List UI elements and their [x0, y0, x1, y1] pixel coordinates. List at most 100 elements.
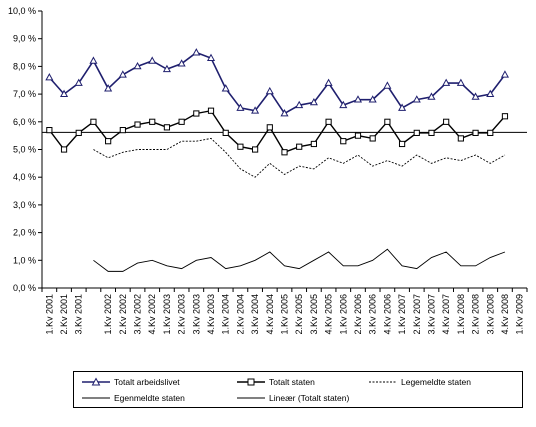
- data-point-totalt-arbeidslivet: [412, 95, 421, 103]
- legend-marker-dashed: [369, 381, 397, 383]
- x-tick-label: 2.Kv 2001: [59, 294, 69, 335]
- data-point-totalt-arbeidslivet: [104, 84, 113, 92]
- data-point-totalt-arbeidslivet: [456, 78, 465, 86]
- data-point-totalt-arbeidslivet: [148, 56, 157, 64]
- data-point-totalt-arbeidslivet: [427, 92, 436, 100]
- data-point-totalt-staten: [178, 118, 185, 125]
- y-tick-label: 8,0 %: [13, 61, 36, 71]
- data-point-totalt-staten: [310, 140, 317, 148]
- data-point-totalt-arbeidslivet: [192, 48, 201, 56]
- legend-item-egenmeldte-staten: Egenmeldte staten: [82, 391, 185, 405]
- data-point-totalt-staten: [252, 146, 259, 153]
- data-point-totalt-staten: [340, 138, 347, 145]
- data-point-totalt-arbeidslivet: [442, 78, 451, 86]
- data-point-totalt-staten: [398, 140, 406, 148]
- x-tick-label: 4.Kv 2005: [324, 294, 334, 335]
- data-point-totalt-staten: [149, 118, 156, 125]
- data-point-totalt-arbeidslivet: [74, 78, 83, 86]
- series-line-totalt-arbeidslivet: [48, 51, 506, 115]
- legend-label: Totalt arbeidslivet: [114, 377, 180, 387]
- data-point-totalt-arbeidslivet: [309, 97, 318, 106]
- data-point-totalt-arbeidslivet: [221, 84, 230, 92]
- y-tick-label: 4,0 %: [13, 172, 36, 182]
- x-tick-label: 1.Kv 2003: [162, 294, 172, 335]
- series-line-totalt-staten: [48, 109, 506, 154]
- data-point-totalt-arbeidslivet: [177, 59, 186, 67]
- data-point-totalt-staten: [501, 113, 509, 120]
- x-tick-label: 3.Kv 2002: [133, 294, 143, 335]
- legend-item-totalt-staten: Totalt staten: [237, 375, 315, 389]
- x-tick-label: 2.Kv 2007: [412, 294, 422, 335]
- data-point-totalt-arbeidslivet: [251, 106, 260, 114]
- data-point-totalt-arbeidslivet: [265, 86, 274, 95]
- y-tick-label: 2,0 %: [13, 228, 36, 238]
- data-point-totalt-arbeidslivet: [162, 64, 171, 73]
- legend-marker-square: [237, 378, 265, 386]
- y-tick-label: 7,0 %: [13, 89, 36, 99]
- y-tick-label: 5,0 %: [13, 145, 36, 155]
- data-point-totalt-staten: [354, 132, 362, 139]
- x-tick-label: 1.Kv 2009: [515, 294, 525, 335]
- legend-item-totalt-arbeidslivet: Totalt arbeidslivet: [82, 375, 180, 389]
- x-tick-label: 1.Kv 2005: [280, 294, 290, 335]
- x-tick-label: 4.Kv 2002: [147, 294, 157, 335]
- x-tick-label: 2.Kv 2002: [118, 294, 128, 335]
- data-point-totalt-arbeidslivet: [59, 89, 69, 97]
- data-point-totalt-arbeidslivet: [206, 53, 216, 61]
- y-tick-label: 1,0 %: [13, 255, 36, 265]
- legend-item-legemeldte-staten: Legemeldte staten: [369, 375, 471, 389]
- data-point-totalt-staten: [457, 135, 464, 142]
- data-point-totalt-staten: [472, 129, 479, 136]
- series-line-legemeldte-staten: [93, 137, 506, 178]
- data-point-totalt-staten: [296, 143, 303, 150]
- x-tick-label: 3.Kv 2007: [426, 294, 436, 335]
- data-point-totalt-staten: [487, 129, 494, 136]
- data-point-totalt-staten: [369, 135, 376, 142]
- data-point-totalt-arbeidslivet: [398, 103, 407, 111]
- legend-label: Egenmeldte staten: [114, 393, 185, 403]
- data-point-totalt-staten: [193, 110, 200, 117]
- legend-label: Lineær (Totalt staten): [269, 393, 350, 403]
- x-tick-label: 2.Kv 2004: [235, 294, 245, 335]
- legend-marker-trend: [237, 397, 265, 399]
- data-point-totalt-arbeidslivet: [45, 73, 54, 81]
- x-tick-label: 3.Kv 2006: [368, 294, 378, 335]
- data-point-totalt-staten: [413, 129, 420, 136]
- x-tick-label: 2.Kv 2008: [471, 294, 481, 335]
- x-tick-label: 2.Kv 2005: [294, 294, 304, 335]
- data-point-totalt-staten: [60, 146, 68, 153]
- data-point-totalt-arbeidslivet: [383, 81, 392, 89]
- legend-label: Totalt staten: [269, 377, 315, 387]
- y-tick-label: 6,0 %: [13, 117, 36, 127]
- data-point-totalt-arbeidslivet: [500, 70, 510, 78]
- data-point-totalt-arbeidslivet: [295, 100, 304, 109]
- data-point-totalt-arbeidslivet: [89, 56, 98, 64]
- x-tick-label: 3.Kv 2004: [250, 294, 260, 335]
- legend-label: Legemeldte staten: [401, 377, 471, 387]
- data-point-totalt-staten: [134, 121, 141, 128]
- data-point-totalt-staten: [163, 124, 171, 131]
- x-tick-label: 1.Kv 2002: [103, 294, 113, 335]
- x-tick-label: 4.Kv 2004: [265, 294, 275, 335]
- data-point-totalt-arbeidslivet: [280, 109, 289, 117]
- legend-marker-thin: [82, 397, 110, 399]
- y-tick-label: 3,0 %: [13, 200, 36, 210]
- x-tick-label: 4.Kv 2003: [206, 294, 216, 335]
- x-tick-label: 4.Kv 2008: [500, 294, 510, 335]
- data-point-totalt-arbeidslivet: [118, 70, 127, 78]
- data-point-totalt-arbeidslivet: [339, 100, 348, 109]
- x-tick-label: 2.Kv 2003: [177, 294, 187, 335]
- x-tick-label: 1.Kv 2001: [44, 294, 54, 335]
- data-point-totalt-staten: [75, 129, 82, 136]
- x-tick-label: 4.Kv 2006: [382, 294, 392, 335]
- data-point-totalt-staten: [119, 127, 126, 134]
- data-point-totalt-arbeidslivet: [324, 78, 333, 86]
- chart-legend: Totalt arbeidslivet Totalt staten Legeme…: [73, 371, 523, 408]
- x-tick-label: 3.Kv 2001: [74, 294, 84, 335]
- y-tick-label: 10,0 %: [8, 6, 36, 16]
- x-tick-label: 1.Kv 2007: [397, 294, 407, 335]
- legend-marker-triangle: [82, 377, 110, 386]
- data-point-totalt-staten: [443, 118, 450, 125]
